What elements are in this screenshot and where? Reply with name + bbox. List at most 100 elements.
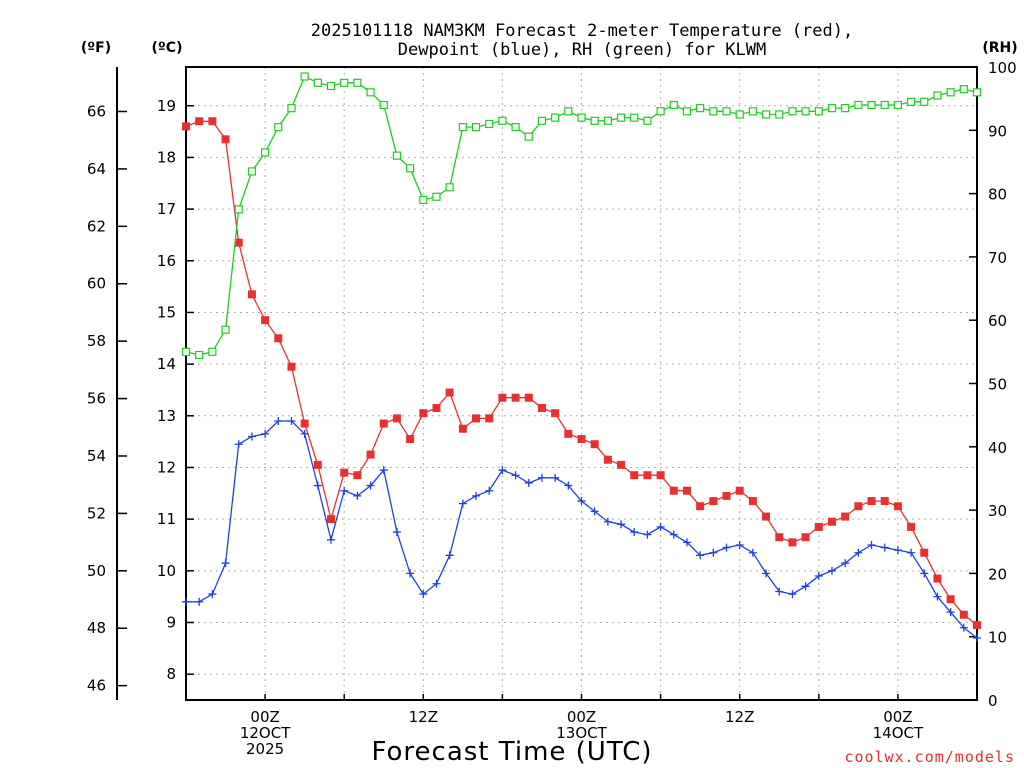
rh-point: [972, 88, 982, 97]
credit-text: coolwx.com/models: [844, 748, 1015, 766]
rh-point: [445, 183, 454, 192]
celsius-tick-label: 8: [166, 665, 176, 683]
x-tick-label: 12OCT: [240, 724, 291, 742]
temperature-point: [353, 471, 362, 480]
temperature-point: [788, 538, 797, 547]
fahrenheit-tick-label: 60: [87, 275, 106, 293]
dewpoint-point: [524, 478, 533, 487]
rh-point: [920, 97, 929, 106]
temperature-point: [893, 502, 902, 511]
dewpoint-point: [379, 466, 388, 475]
dewpoint-point: [735, 540, 744, 549]
fahrenheit-axis-unit: (ºF): [81, 40, 111, 56]
dewpoint-point: [643, 530, 652, 539]
temperature-point: [472, 414, 481, 423]
celsius-tick-label: 15: [157, 303, 176, 321]
dewpoint-point: [959, 623, 968, 632]
rh-point: [854, 100, 863, 110]
temperature-point: [458, 424, 467, 433]
dewpoint-point: [511, 471, 520, 480]
temperature-point: [498, 393, 507, 402]
dewpoint-point: [551, 473, 560, 482]
dewpoint-point: [748, 548, 757, 557]
rh-point: [511, 123, 520, 132]
dewpoint-point: [340, 486, 349, 495]
fahrenheit-tick-label: 46: [87, 677, 106, 695]
dewpoint-point: [827, 566, 836, 575]
rh-point: [366, 88, 375, 97]
dewpoint-point: [208, 590, 217, 599]
dewpoint-point: [656, 522, 665, 531]
fahrenheit-tick-label: 58: [87, 332, 106, 350]
x-tick-label: 00Z: [567, 708, 596, 726]
rh-point: [775, 110, 784, 119]
rh-tick-label: 10: [988, 629, 1007, 647]
temperature-point: [445, 388, 454, 397]
dewpoint-point: [590, 507, 599, 516]
rh-point: [669, 100, 678, 110]
dewpoint-point: [274, 416, 283, 425]
fahrenheit-tick-label: 62: [87, 217, 106, 235]
temperature-point: [617, 460, 626, 469]
temperature-point: [735, 486, 744, 495]
dewpoint-point: [841, 559, 850, 568]
dewpoint-point: [419, 590, 428, 599]
temperature-point: [841, 512, 850, 521]
dewpoint-point: [775, 587, 784, 596]
rh-axis-unit: (RH): [982, 40, 1017, 56]
fahrenheit-tick-label: 66: [87, 102, 106, 120]
fahrenheit-tick-label: 52: [87, 504, 106, 522]
temperature-point: [656, 471, 665, 480]
temperature-point: [682, 486, 691, 495]
x-tick-label: 14OCT: [873, 724, 924, 742]
celsius-tick-label: 19: [157, 97, 176, 115]
dewpoint-point: [933, 592, 942, 601]
temperature-point: [801, 533, 810, 542]
rh-point: [564, 107, 573, 116]
temperature-point: [907, 522, 916, 531]
rh-point: [392, 151, 402, 160]
dewpoint-point: [907, 548, 916, 557]
rh-point: [300, 72, 309, 81]
data-series: [181, 72, 982, 642]
dewpoint-point: [867, 540, 876, 549]
temperature-point: [880, 497, 889, 506]
temperature-point: [221, 135, 230, 144]
temperature-point: [867, 497, 876, 506]
celsius-tick-label: 9: [166, 613, 176, 631]
temperature-point: [669, 486, 678, 495]
dewpoint-point: [485, 486, 494, 495]
dewpoint-point: [247, 432, 256, 441]
temperature-point: [564, 429, 573, 438]
temperature-point: [432, 404, 441, 413]
temperature-point: [748, 497, 757, 506]
rh-tick-label: 50: [988, 376, 1007, 394]
rh-point: [498, 116, 507, 125]
x-tick-label: 00Z: [883, 708, 912, 726]
rh-tick-label: 80: [988, 186, 1007, 204]
celsius-tick-label: 12: [157, 458, 176, 476]
temperature-point: [933, 574, 942, 583]
rh-tick-label: 100: [988, 59, 1017, 77]
rh-point: [379, 100, 388, 110]
rh-point: [722, 107, 731, 116]
rh-point: [485, 119, 494, 129]
rh-point: [616, 113, 626, 122]
dewpoint-point: [682, 538, 691, 547]
dewpoint-point: [406, 569, 415, 578]
temperature-point: [327, 515, 336, 524]
temperature-point: [775, 533, 784, 542]
rh-point: [630, 113, 639, 122]
temperature-point: [261, 316, 270, 325]
dewpoint-point: [300, 429, 309, 438]
dewpoint-point: [313, 481, 322, 490]
temperature-point: [920, 548, 929, 557]
rh-point: [353, 78, 362, 87]
rh-point: [537, 116, 547, 125]
temperature-point: [577, 435, 586, 444]
temperature-point: [814, 522, 823, 531]
rh-point: [471, 123, 481, 132]
temperature-point: [274, 334, 283, 343]
fahrenheit-tick-label: 48: [87, 619, 106, 637]
fahrenheit-tick-label: 54: [87, 447, 106, 465]
